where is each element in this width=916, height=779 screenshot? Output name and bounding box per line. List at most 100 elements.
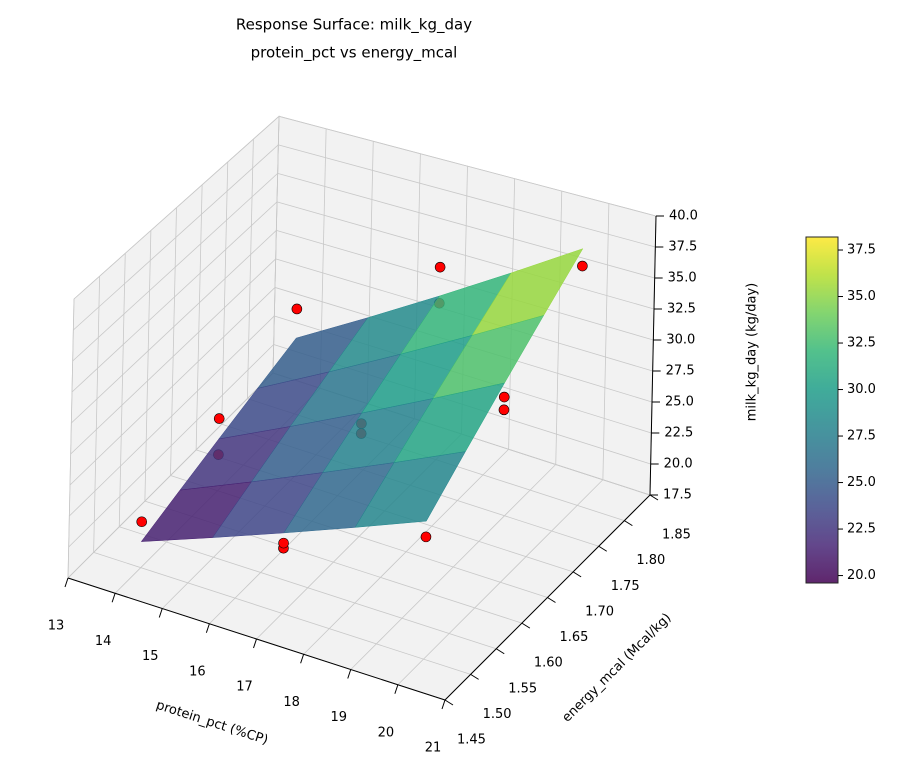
grid-line (67, 372, 274, 579)
tick-mark (624, 520, 633, 527)
z-tick-label: 20.0 (664, 457, 693, 472)
plot-area: 13 14 15 16 17 18 19 20 21 1.45 1.50 1.55 1.60 1.65 1.… (48, 115, 760, 756)
tick-mark (64, 577, 69, 588)
x-tick-label: 21 (425, 741, 442, 756)
y-tick-label: 1.55 (508, 681, 537, 696)
grid-line (73, 116, 280, 300)
grid-line (170, 207, 177, 476)
tick-mark (598, 545, 608, 552)
tick-mark (521, 622, 531, 629)
colorbar (805, 236, 839, 584)
tick-mark (441, 699, 446, 710)
z-tick-label: 37.5 (668, 240, 697, 255)
x-tick-label: 20 (378, 725, 395, 740)
y-axis-label: energy_mcal (Mcal/kg) (560, 611, 675, 726)
grid-line (277, 172, 655, 279)
y-tick-label: 1.70 (585, 604, 614, 619)
data-point (291, 303, 303, 315)
data-point (498, 391, 510, 403)
grid-line (144, 230, 152, 502)
z-tick-label: 30.0 (666, 333, 695, 348)
colorbar-tick-label: 22.5 (847, 522, 876, 537)
grid-line (602, 203, 610, 480)
tick-mark (111, 593, 116, 603)
tick-mark (470, 673, 479, 680)
grid-line (69, 287, 276, 486)
data-point (213, 413, 225, 424)
colorbar-tick-label: 20.0 (847, 568, 876, 583)
colorbar-tick-label: 37.5 (847, 243, 876, 258)
tick-mark (572, 571, 582, 578)
grid-line (67, 298, 75, 579)
grid-line (70, 258, 276, 455)
grid-line (68, 344, 274, 548)
tick-mark (444, 699, 454, 706)
grid-line (555, 191, 563, 465)
data-point (420, 531, 432, 543)
colorbar-tick-label: 27.5 (847, 429, 876, 444)
z-axis-label: milk_kg_day (kg/day) (745, 283, 760, 421)
grid-line (71, 201, 278, 393)
colorbar-tick-label: 32.5 (847, 336, 876, 351)
grid-line (278, 115, 657, 217)
grid-line (93, 276, 101, 553)
data-point (498, 404, 510, 416)
grid-line (93, 551, 471, 675)
y-tick-label: 1.75 (611, 579, 640, 594)
data-point (136, 516, 148, 528)
x-tick-label: 16 (189, 664, 206, 679)
tick-mark (394, 684, 399, 694)
z-tick-label: 27.5 (666, 364, 695, 379)
grid-line (276, 201, 655, 310)
tick-mark (547, 597, 556, 603)
data-point (278, 537, 289, 549)
grid-line (69, 315, 275, 517)
grid-line (246, 139, 254, 399)
x-tick-label: 18 (283, 695, 300, 710)
tick-mark (495, 648, 505, 655)
tick-mark (347, 669, 352, 679)
colorbar-tick-label: 35.0 (847, 289, 876, 304)
z-tick-label: 32.5 (667, 302, 696, 317)
grid-line (221, 161, 229, 425)
grid-line (278, 144, 656, 248)
tick-mark (649, 494, 659, 501)
z-tick-label: 25.0 (665, 395, 694, 410)
x-tick-label: 17 (236, 680, 253, 695)
tick-mark (205, 623, 210, 633)
grid-line (276, 230, 654, 341)
tick-mark (158, 608, 163, 618)
grid-line (72, 173, 278, 362)
grid-line (118, 253, 126, 527)
y-tick-label: 1.45 (457, 733, 486, 748)
colorbar-tick-label: 25.0 (847, 475, 876, 490)
y-tick-label: 1.60 (534, 656, 563, 671)
z-tick-label: 17.5 (663, 488, 692, 503)
x-tick-label: 14 (95, 634, 112, 649)
chart-title: Response Surface: milk_kg_day (236, 16, 472, 35)
x-tick-label: 19 (330, 710, 347, 725)
grid-line (73, 144, 279, 331)
z-tick-label: 22.5 (664, 426, 693, 441)
grid-line (272, 116, 280, 374)
y-tick-label: 1.80 (636, 553, 665, 568)
chart-subtitle: protein_pct vs energy_mcal (251, 44, 458, 63)
y-tick-label: 1.85 (662, 528, 691, 543)
data-point (434, 261, 446, 273)
colorbar-tick-label: 30.0 (847, 382, 876, 397)
y-tick-label: 1.65 (560, 630, 589, 645)
data-point (577, 260, 588, 272)
grid-line (119, 526, 497, 650)
tick-mark (253, 638, 257, 649)
z-tick-label: 35.0 (668, 271, 697, 286)
tick-mark (300, 654, 305, 664)
x-axis-label: protein_pct (%CP) (154, 698, 270, 748)
z-axis (649, 215, 657, 496)
surface-patch (354, 451, 466, 528)
x-tick-label: 15 (142, 649, 159, 664)
grid-line (71, 230, 277, 424)
x-tick-label: 13 (48, 619, 65, 634)
grid-line (195, 184, 203, 450)
